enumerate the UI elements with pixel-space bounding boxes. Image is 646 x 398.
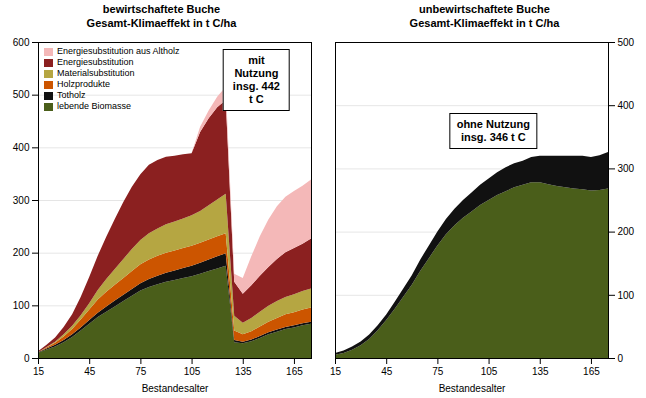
svg-text:200: 200 — [618, 226, 635, 237]
svg-text:75: 75 — [135, 366, 147, 377]
svg-text:200: 200 — [13, 247, 30, 258]
svg-text:500: 500 — [13, 89, 30, 100]
html-text:Holzprodukte: Holzprodukte — [57, 79, 110, 89]
svg-text:15: 15 — [330, 366, 342, 377]
svg-text:75: 75 — [432, 366, 444, 377]
svg-text:105: 105 — [481, 366, 498, 377]
svg-text:135: 135 — [235, 366, 252, 377]
svg-text:300: 300 — [618, 163, 635, 174]
svg-text:100: 100 — [13, 300, 30, 311]
svg-text:400: 400 — [13, 142, 30, 153]
svg-text:45: 45 — [84, 366, 96, 377]
svg-text:165: 165 — [286, 366, 303, 377]
html-text:lebende Biomasse: lebende Biomasse — [57, 101, 132, 111]
svg-text:Bestandesalter: Bestandesalter — [439, 383, 506, 394]
html-text:Materialsubstitution: Materialsubstitution — [57, 68, 135, 78]
svg-text:400: 400 — [618, 100, 635, 111]
svg-text:0: 0 — [618, 353, 624, 364]
svg-text:165: 165 — [583, 366, 600, 377]
svg-text:600: 600 — [13, 37, 30, 48]
html-text:unbewirtschaftete Buche: unbewirtschaftete Buche — [419, 3, 550, 15]
svg-text:15: 15 — [33, 366, 45, 377]
svg-text:100: 100 — [618, 290, 635, 301]
svg-text:135: 135 — [532, 366, 549, 377]
html-text:Energiesubstitution aus Althol: Energiesubstitution aus Altholz — [57, 46, 180, 56]
html-text:ohne Nutzung insg. 346 t C: ohne Nutzung insg. 346 t C — [456, 117, 530, 143]
svg-text:500: 500 — [618, 37, 635, 48]
html-text:bewirtschaftete Buche: bewirtschaftete Buche — [102, 3, 221, 15]
html-text:Totholz: Totholz — [57, 90, 86, 100]
svg-text:300: 300 — [13, 195, 30, 206]
svg-text:105: 105 — [184, 366, 201, 377]
svg-text:45: 45 — [381, 366, 393, 377]
html-text:Gesamt-Klimaeffekt in t C/ha: Gesamt-Klimaeffekt in t C/ha — [409, 17, 560, 29]
html-text:Energiesubstitution: Energiesubstitution — [57, 57, 134, 67]
html-text:mit Nutzung insg. 442 t C: mit Nutzung insg. 442 t C — [232, 54, 280, 105]
svg-text:Bestandesalter: Bestandesalter — [142, 383, 209, 394]
svg-text:0: 0 — [24, 353, 30, 364]
html-text:Gesamt-Klimaeffekt in t C/ha: Gesamt-Klimaeffekt in t C/ha — [86, 17, 237, 29]
